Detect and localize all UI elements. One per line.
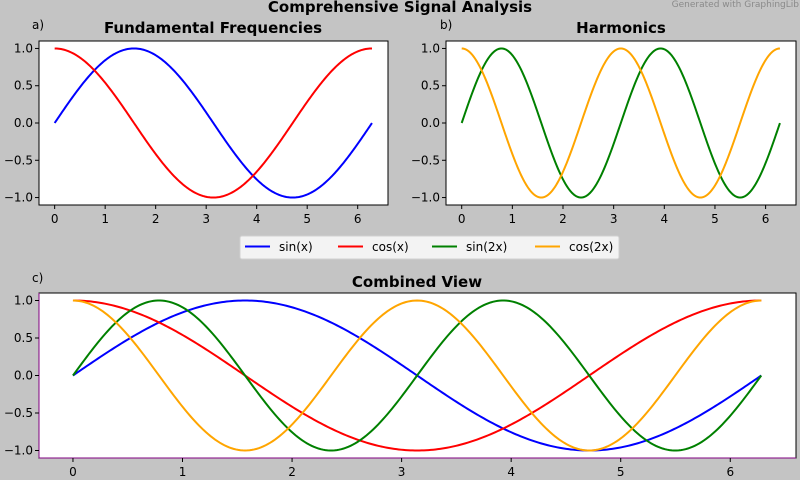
legend-entry: sin(x) [245,240,313,254]
series-group [53,47,373,199]
y-tick-label: 0.0 [421,116,440,130]
legend-box [239,235,620,260]
x-tick-label: 6 [726,465,734,479]
y-tick-label: 0.5 [421,79,440,93]
legend: sin(x) cos(x) sin(2x) cos(2x) [239,235,620,260]
tick-group: 0 1 2 3 4 5 6 −1.0 −0.5 0.0 0.5 1.0 [411,41,770,226]
y-tick-label: −0.5 [411,153,440,167]
panel-combined: 0 1 2 3 4 5 6 −1.0 −0.5 0.0 0.5 1.0 Combined View c… [4,271,797,480]
legend-label: sin(x) [279,240,313,254]
legend-entry: sin(2x) [432,240,507,254]
x-tick-label: 0 [458,212,466,226]
series-line-sin2x [460,47,781,199]
x-tick-label: 1 [101,212,109,226]
panel-tag: c) [32,271,43,285]
x-tick-label: 0 [51,212,59,226]
y-tick-label: −1.0 [4,191,33,205]
series-line-cos2x [461,47,781,199]
x-tick-label: 3 [398,465,406,479]
y-tick-label: −0.5 [4,406,33,420]
y-tick-label: −1.0 [411,191,440,205]
y-tick-label: 0.0 [14,116,33,130]
x-tick-label: 4 [507,465,515,479]
figure-suptitle: Comprehensive Signal Analysis [268,0,532,16]
x-tick-label: 0 [69,465,77,479]
panel-fundamental: 0 1 2 3 4 5 6 −1.0 −0.5 0.0 0.5 1.0 Fundamental Fre… [4,18,389,226]
watermark-text: Generated with GraphingLib [672,0,800,10]
y-tick-label: 1.0 [421,41,440,55]
panel-tag: b) [440,18,452,32]
chart-title: Harmonics [576,19,666,37]
panel-harmonics: 0 1 2 3 4 5 6 −1.0 −0.5 0.0 0.5 1.0 Harmonics b) [411,18,797,226]
series-line-cosx [54,47,373,199]
y-tick-label: 1.0 [14,41,33,55]
x-tick-label: 2 [152,212,160,226]
series-line-cosx [72,299,762,452]
tick-group: 0 1 2 3 4 5 6 −1.0 −0.5 0.0 0.5 1.0 [4,41,362,226]
x-tick-label: 4 [660,212,668,226]
legend-label: sin(2x) [466,240,507,254]
x-tick-label: 6 [762,212,770,226]
series-group [72,299,763,452]
y-tick-label: 0.5 [14,331,33,345]
x-tick-label: 4 [253,212,261,226]
chart-title: Combined View [352,273,482,291]
x-tick-label: 1 [179,465,187,479]
y-tick-label: 1.0 [14,294,33,308]
legend-entry: cos(x) [338,240,409,254]
legend-label: cos(2x) [569,240,613,254]
x-tick-label: 5 [711,212,719,226]
legend-label: cos(x) [372,240,409,254]
series-line-sin2x [72,299,763,452]
legend-entry: cos(2x) [535,240,613,254]
series-group [460,47,781,199]
y-tick-label: −0.5 [4,153,33,167]
tick-group: 0 1 2 3 4 5 6 −1.0 −0.5 0.0 0.5 1.0 [4,294,734,480]
series-line-sinx [53,47,373,199]
x-tick-label: 2 [559,212,567,226]
x-tick-label: 2 [288,465,296,479]
y-tick-label: 0.0 [14,369,33,383]
y-tick-label: 0.5 [14,79,33,93]
x-tick-label: 6 [354,212,362,226]
series-line-cos2x [72,299,762,452]
x-tick-label: 3 [610,212,618,226]
x-tick-label: 1 [509,212,517,226]
chart-title: Fundamental Frequencies [104,19,322,37]
x-tick-label: 3 [202,212,210,226]
y-tick-label: −1.0 [4,444,33,458]
x-tick-label: 5 [303,212,311,226]
x-tick-label: 5 [617,465,625,479]
panel-tag: a) [32,18,44,32]
